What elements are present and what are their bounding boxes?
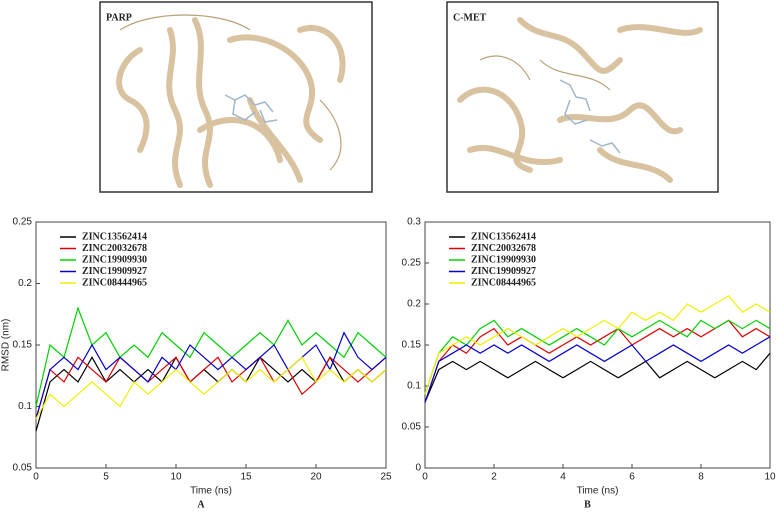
series-line — [35, 356, 387, 432]
legend-label: ZINC20032678 — [471, 243, 536, 254]
legend-label: ZINC19909930 — [471, 254, 536, 265]
x-axis-title: Time (ns) — [190, 486, 232, 497]
legend-label: ZINC19909930 — [82, 254, 147, 265]
legend-label: ZINC19909927 — [82, 266, 147, 277]
y-tick-label: 0.3 — [407, 217, 421, 228]
y-tick-label: 0.15 — [402, 340, 422, 351]
x-axis-title: Time (ns) — [577, 486, 619, 497]
y-tick-label: 0.2 — [407, 299, 421, 310]
parp-structure: PARP — [99, 1, 373, 193]
y-tick-label: 0.2 — [18, 278, 32, 289]
y-tick-label: 0.1 — [18, 401, 32, 412]
series-line — [424, 352, 771, 403]
x-tick-label: 2 — [491, 472, 497, 483]
x-tick-label: 4 — [560, 472, 566, 483]
y-tick-label: 0 — [415, 463, 421, 474]
series-line — [35, 331, 387, 419]
y-tick-label: 0.25 — [402, 258, 422, 269]
x-tick-label: 0 — [422, 472, 428, 483]
chart: 0.05 0.1 0.15 0.2 0.25 0 5 10 15 20 25 Time (ns) RMS… — [1, 217, 392, 511]
x-tick-label: 10 — [764, 472, 776, 483]
series-line — [35, 356, 387, 420]
series-line — [424, 295, 771, 395]
x-tick-label: 5 — [103, 472, 109, 483]
series-line — [35, 306, 387, 407]
x-tick-label: 6 — [629, 472, 635, 483]
y-tick-label: 0.1 — [407, 381, 421, 392]
x-tick-label: 15 — [240, 472, 252, 483]
x-tick-label: 25 — [380, 472, 392, 483]
y-tick-label: 0.25 — [13, 217, 33, 228]
x-tick-label: 20 — [310, 472, 322, 483]
panel-title: C-MET — [453, 12, 487, 23]
legend-label: ZINC08444965 — [471, 277, 536, 288]
panel-label: A — [197, 499, 205, 510]
x-tick-label: 10 — [170, 472, 182, 483]
y-tick-label: 0.15 — [13, 340, 33, 351]
legend-label: ZINC08444965 — [82, 277, 147, 288]
x-tick-label: 8 — [698, 472, 704, 483]
legend-label: ZINC13562414 — [82, 231, 147, 242]
x-tick-label: 0 — [33, 472, 39, 483]
cmet-structure: C-MET — [446, 1, 719, 193]
chart: 0 0.05 0.1 0.15 0.2 0.25 0.3 0 2 4 6 8 10 Time (ns) B Z… — [402, 217, 776, 511]
legend-label: ZINC19909927 — [471, 266, 536, 277]
panel-label: B — [584, 499, 591, 510]
series-line — [424, 319, 771, 395]
y-tick-label: 0.05 — [13, 463, 33, 474]
y-tick-label: 0.05 — [402, 422, 422, 433]
legend-label: ZINC20032678 — [82, 243, 147, 254]
panel-title: PARP — [106, 12, 132, 23]
legend-label: ZINC13562414 — [471, 231, 536, 242]
y-axis-title: RMSD (nm) — [1, 319, 12, 372]
series-line — [424, 336, 771, 403]
